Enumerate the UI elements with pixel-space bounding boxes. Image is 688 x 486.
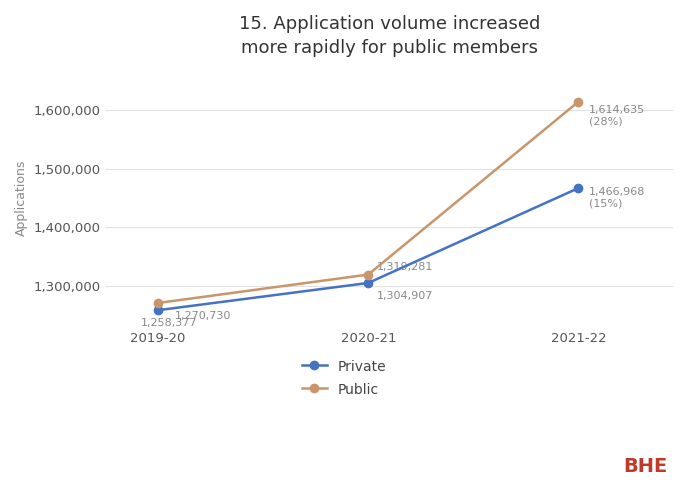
Title: 15. Application volume increased
more rapidly for public members: 15. Application volume increased more ra… (239, 15, 540, 56)
Text: 1,466,968
(15%): 1,466,968 (15%) (589, 187, 645, 208)
Text: 1,258,377: 1,258,377 (141, 318, 197, 329)
Text: 1,319,281: 1,319,281 (376, 262, 433, 272)
Y-axis label: Applications: Applications (15, 160, 28, 236)
Text: 1,304,907: 1,304,907 (376, 291, 433, 301)
Text: BHE: BHE (623, 457, 667, 476)
Legend: Private, Public: Private, Public (301, 359, 386, 397)
Text: 1,614,635
(28%): 1,614,635 (28%) (589, 105, 645, 127)
Text: 1,270,730: 1,270,730 (175, 311, 231, 321)
